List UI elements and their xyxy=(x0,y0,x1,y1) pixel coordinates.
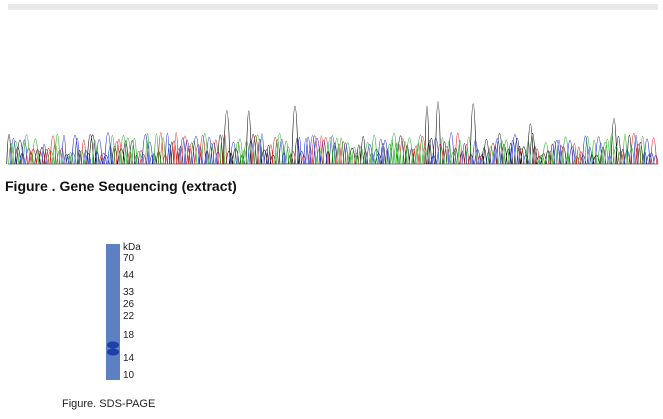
caption: Figure . Gene Sequencing (extract) xyxy=(5,178,237,194)
marker-label: 10 xyxy=(123,370,135,381)
marker-label: 22 xyxy=(123,311,135,322)
band xyxy=(107,341,119,349)
unit-label: kDa xyxy=(123,242,141,253)
caption: Figure. SDS-PAGE xyxy=(62,398,156,410)
trace xyxy=(10,132,659,165)
marker-label: 26 xyxy=(123,299,135,310)
chromatogram xyxy=(6,4,659,165)
marker-label: 44 xyxy=(123,270,135,281)
gel-lane xyxy=(106,244,120,380)
marker-label: 33 xyxy=(123,287,135,298)
marker-label: 18 xyxy=(123,330,135,341)
sequence-strip xyxy=(8,4,658,10)
band xyxy=(107,348,119,356)
marker-label: 14 xyxy=(123,353,135,364)
marker-label: 70 xyxy=(123,253,135,264)
